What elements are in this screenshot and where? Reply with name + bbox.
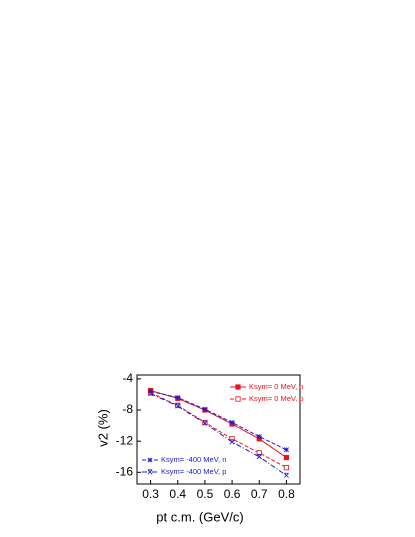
y-tick-label: -8	[122, 402, 133, 416]
x-axis-label: pt c.m. (GeV/c)	[156, 509, 243, 524]
series-line	[150, 393, 287, 476]
marker	[283, 472, 289, 478]
plot-frame	[136, 374, 301, 485]
marker	[175, 403, 181, 409]
marker	[235, 384, 241, 390]
marker	[283, 454, 290, 461]
marker	[202, 419, 208, 426]
legend-label: Ksym= 0 MeV, p	[249, 394, 304, 403]
marker	[229, 439, 235, 445]
legend: Ksym= -400 MeV, n Ksym= -400 MeV, p	[142, 455, 226, 476]
marker	[229, 436, 235, 442]
marker	[147, 469, 153, 475]
legend-label: Ksym= -400 MeV, n	[161, 455, 226, 464]
y-axis-label: v2 (%)	[95, 409, 110, 447]
legend-label: Ksym= -400 MeV, p	[161, 467, 226, 476]
marker	[256, 434, 262, 439]
series-line	[150, 390, 287, 451]
x-tick-label: 0.5	[197, 487, 214, 501]
marker	[256, 454, 262, 460]
x-tick-label: 0.3	[142, 487, 159, 501]
x-tick-label: 0.6	[224, 487, 241, 501]
legend: Ksym= 0 MeV, n Ksym= 0 MeV, p	[230, 382, 304, 403]
series-line	[150, 392, 287, 469]
x-tick-label: 0.8	[278, 487, 295, 501]
marker	[148, 391, 154, 397]
y-tick-label: -16	[116, 464, 134, 478]
x-tick-label: 0.4	[169, 487, 186, 501]
marker	[283, 447, 289, 453]
marker	[256, 450, 262, 456]
legend-label: Ksym= 0 MeV, n	[249, 382, 304, 391]
marker	[202, 420, 208, 426]
marker	[283, 465, 290, 471]
marker	[147, 457, 153, 463]
marker	[202, 406, 208, 412]
marker	[229, 420, 235, 425]
marker	[235, 396, 241, 402]
y-tick-label: -4	[122, 371, 133, 385]
x-tick-label: 0.7	[251, 487, 268, 501]
y-tick-label: -12	[116, 433, 134, 447]
marker	[175, 395, 181, 401]
series-line	[150, 390, 287, 458]
